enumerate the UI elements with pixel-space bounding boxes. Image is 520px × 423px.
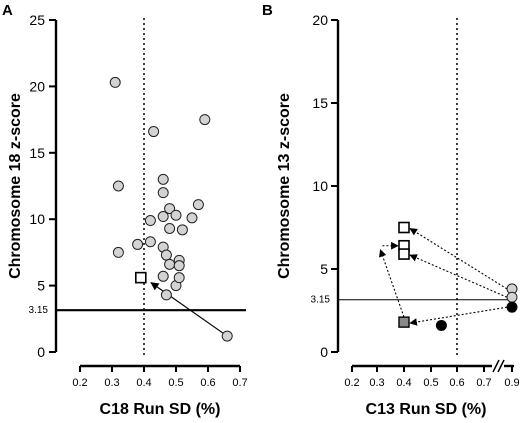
- data-point: [157, 173, 169, 185]
- y-axis-title: Chromosome 13 z-score: [276, 93, 293, 279]
- panel-letter-a: A: [2, 2, 13, 19]
- y-tick-label: 0: [37, 344, 45, 360]
- arrow: [409, 228, 508, 290]
- x-tick-label: 0.5: [168, 377, 183, 389]
- data-point: [199, 114, 211, 126]
- y-tick-label: 20: [312, 12, 328, 28]
- data-point: [176, 224, 188, 236]
- data-point: [144, 236, 156, 248]
- threshold-label: 3.15: [29, 305, 49, 316]
- x-tick-label: 0.3: [104, 377, 119, 389]
- y-tick-label: 15: [29, 145, 45, 161]
- x-tick-label: 0.7: [232, 377, 247, 389]
- x-tick-label: 0.2: [72, 377, 87, 389]
- y-tick-label: 5: [37, 278, 45, 294]
- data-point: [157, 187, 169, 199]
- data-point: [173, 272, 185, 284]
- y-tick-label: 20: [29, 78, 45, 94]
- x-tick-label: 0.4: [136, 377, 151, 389]
- data-point: [164, 203, 176, 215]
- x-tick-label: 0.2: [344, 377, 359, 389]
- x-axis-title: C18 Run SD (%): [100, 401, 221, 418]
- y-axis-title: Chromosome 18 z-score: [7, 93, 24, 279]
- data-point: [186, 212, 198, 224]
- y-tick-label: 0: [320, 344, 328, 360]
- arrow: [409, 306, 508, 326]
- y-tick-label: 15: [312, 95, 328, 111]
- x-tick-label: 0.6: [449, 377, 464, 389]
- x-tick-label: 0.7: [476, 377, 491, 389]
- data-point: [132, 238, 144, 250]
- data-point: [506, 291, 518, 303]
- axis-break-mark: [497, 359, 505, 373]
- data-point: [144, 215, 156, 227]
- data-point: [192, 199, 204, 211]
- gray-square-point: [398, 316, 410, 328]
- data-point: [164, 258, 176, 270]
- y-tick-label: 10: [312, 178, 328, 194]
- axis-break-mark: [492, 359, 500, 373]
- arrow: [379, 249, 405, 318]
- x-tick-label: 0.4: [396, 377, 411, 389]
- data-point: [109, 76, 121, 88]
- data-point: [506, 301, 518, 313]
- data-point: [435, 319, 447, 331]
- data-point: [170, 209, 182, 221]
- data-point: [164, 222, 176, 234]
- panel-letter-b: B: [262, 2, 273, 19]
- data-point: [112, 180, 124, 192]
- data-point: [157, 270, 169, 282]
- x-tick-label: 0.5: [423, 377, 438, 389]
- panel-b: 0 5 10 15 20 0.2 0.3 0.4 0.5 0.6 0.7 0.9 3.15 C13 Run…: [276, 12, 520, 418]
- data-point: [157, 211, 169, 223]
- data-point: [160, 249, 172, 261]
- y-tick-label: 10: [29, 211, 45, 227]
- data-point: [148, 126, 160, 138]
- y-tick-label: 5: [320, 261, 328, 277]
- panel-a: 0 5 10 15 20 25 0.2 0.3 0.4 0.5 0.6 0.7 3.15 C18 Run …: [7, 12, 248, 418]
- x-tick-label: 0.6: [200, 377, 215, 389]
- open-square-point: [398, 248, 410, 260]
- data-point: [221, 330, 233, 342]
- x-tick-label: 0.3: [369, 377, 384, 389]
- open-square-point: [398, 221, 410, 234]
- y-tick-label: 25: [29, 12, 45, 28]
- arrow: [409, 254, 508, 298]
- open-square-point: [135, 271, 147, 284]
- data-point: [112, 246, 124, 258]
- data-point: [160, 289, 172, 301]
- data-point: [173, 260, 185, 272]
- x-tick-label: 0.9: [504, 377, 519, 389]
- threshold-label: 3.15: [311, 295, 331, 306]
- x-axis-title: C13 Run SD (%): [366, 401, 487, 418]
